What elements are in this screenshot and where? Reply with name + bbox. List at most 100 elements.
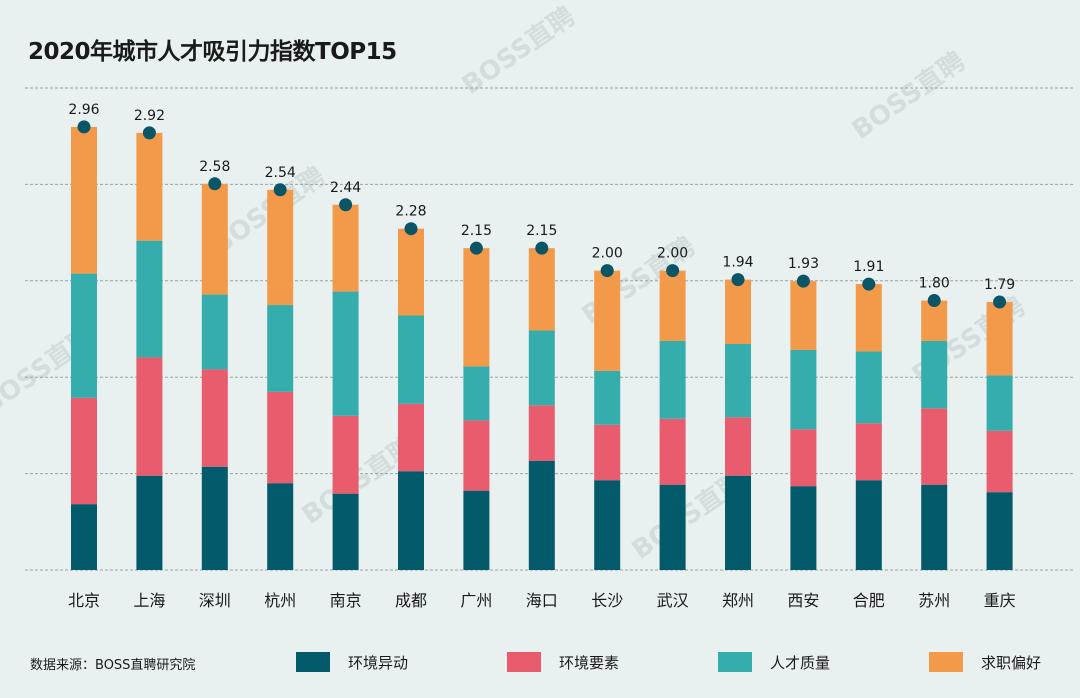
legend-swatch (929, 652, 963, 672)
bar-segment (659, 418, 686, 485)
bar-segment (855, 284, 882, 352)
watermark: BOSS直聘 (457, 1, 581, 100)
x-tick-label: 西安 (787, 591, 819, 610)
x-tick-label: 郑州 (722, 591, 754, 610)
bar-segment (921, 408, 948, 485)
total-label: 2.58 (199, 159, 230, 175)
total-marker (404, 222, 418, 236)
bar-segment (725, 417, 751, 476)
bar-segment (463, 490, 490, 570)
total-label: 2.54 (265, 165, 296, 181)
total-marker (666, 264, 680, 278)
bar-segment (398, 315, 424, 404)
total-label: 2.15 (461, 223, 492, 239)
total-marker (77, 120, 91, 134)
x-tick-label: 杭州 (264, 591, 296, 610)
legend-label: 求职偏好 (981, 653, 1042, 672)
bar-segment (267, 391, 294, 484)
bar-segment (659, 340, 686, 419)
total-label: 1.80 (919, 276, 950, 292)
bar-segment (332, 493, 359, 570)
bar-segment (528, 330, 555, 406)
bar-segment (921, 484, 948, 570)
bar-segment (725, 279, 751, 344)
bar-segment (855, 480, 882, 570)
bar-segment (201, 183, 228, 295)
x-tick-label: 北京 (68, 591, 100, 610)
bar-segment (659, 270, 686, 341)
bar-segment (986, 492, 1013, 570)
bar-segment (332, 291, 359, 416)
x-tick-label: 广州 (460, 591, 492, 610)
x-tick-label: 成都 (395, 591, 427, 610)
bar-segment (594, 270, 621, 371)
legend-item-job-preference: 求职偏好 (929, 651, 1041, 673)
bar-segment (594, 480, 621, 570)
bar-segment (267, 189, 294, 306)
bar-segment (136, 475, 163, 570)
bar-segment (463, 366, 490, 421)
x-tick-label: 武汉 (657, 591, 689, 610)
x-tick-label: 长沙 (591, 591, 623, 610)
total-marker (993, 295, 1007, 309)
legend-item-env-factors: 环境要素 (507, 651, 619, 673)
total-label: 2.92 (134, 108, 165, 124)
legend-swatch (296, 652, 330, 672)
bar-segment (986, 375, 1013, 431)
total-marker (927, 294, 941, 308)
x-tick-label: 海口 (526, 591, 558, 610)
total-marker (339, 198, 353, 212)
chart-title: 2020年城市人才吸引力指数TOP15 (28, 39, 397, 65)
x-tick-label: 苏州 (918, 591, 950, 610)
total-marker (535, 241, 549, 255)
bar-segment (71, 504, 97, 570)
source-note: 数据来源：BOSS直聘研究院 (30, 658, 196, 673)
bar-segment (725, 475, 751, 570)
bar-segment (267, 305, 294, 392)
bar-segment (201, 466, 228, 570)
bar-segment (594, 370, 621, 425)
legend-label: 环境要素 (559, 653, 620, 672)
bar-segment (398, 471, 424, 570)
legend-swatch (718, 652, 752, 672)
legend-label: 人才质量 (770, 653, 831, 672)
legend-item-talent-quality: 人才质量 (718, 651, 830, 673)
x-tick-label: 重庆 (984, 591, 1016, 610)
bar-segment (790, 429, 817, 487)
bar-segment (332, 415, 359, 494)
bar-segment (528, 405, 555, 461)
legend-label: 环境异动 (348, 653, 409, 672)
bar-segment (71, 397, 97, 505)
total-label: 1.79 (984, 277, 1015, 293)
bar-segment (594, 424, 621, 481)
bar-segment (725, 343, 751, 418)
watermark: BOSS直聘 (847, 46, 971, 145)
bar-segment (659, 484, 686, 570)
bar-segment (463, 248, 490, 367)
total-label: 2.28 (395, 204, 426, 220)
x-tick-label: 上海 (133, 591, 165, 610)
total-marker (862, 277, 876, 291)
x-tick-label: 合肥 (853, 591, 885, 610)
legend-swatch (507, 652, 541, 672)
legend-item-env-change: 环境异动 (296, 651, 408, 673)
bar-segment (398, 228, 424, 316)
total-label: 1.91 (853, 259, 884, 275)
bar-segment (921, 340, 948, 409)
total-marker (208, 177, 222, 191)
bar-segment (463, 420, 490, 491)
bar-segment (921, 300, 948, 341)
bar-segment (986, 302, 1013, 376)
bar-segment (790, 281, 817, 350)
bar-segment (136, 240, 163, 358)
bar-segment (528, 248, 555, 331)
total-marker (469, 241, 483, 255)
bar-segment (398, 403, 424, 472)
bar-segment (855, 423, 882, 481)
bar-segment (71, 273, 97, 398)
total-label: 2.96 (68, 102, 99, 118)
bar-segment (136, 357, 163, 476)
bar-segment (790, 349, 817, 430)
total-marker (600, 264, 614, 278)
